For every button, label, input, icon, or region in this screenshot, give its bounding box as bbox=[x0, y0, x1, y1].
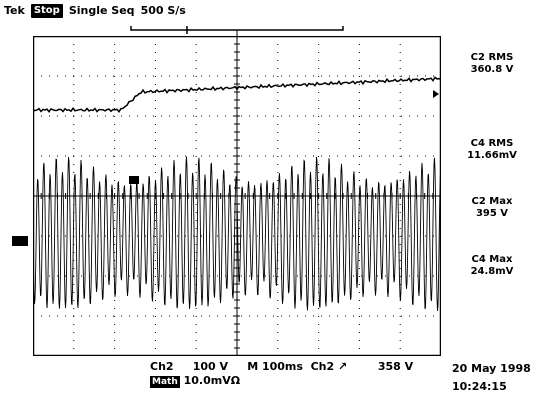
record-bracket bbox=[130, 26, 344, 36]
channel-readout: Ch2 100 V M 100ms Ch2 ↗ 358 V bbox=[150, 360, 413, 373]
ch4-trace bbox=[33, 156, 441, 312]
datetime: 20 May 1998 10:24:15 bbox=[452, 360, 531, 396]
measurement-c2-rms: C2 RMS 360.8 V bbox=[446, 52, 538, 76]
trigger-marker-icon bbox=[129, 176, 139, 184]
timebase: M 100ms bbox=[247, 360, 303, 373]
trigger-level: 358 V bbox=[377, 360, 414, 373]
measurement-c4-max: C4 Max 24.8mV bbox=[446, 254, 538, 278]
waveform-canvas bbox=[33, 36, 441, 356]
measurement-name: C2 RMS bbox=[470, 52, 514, 63]
oscilloscope-display bbox=[33, 36, 441, 356]
measurement-value: 395 V bbox=[475, 208, 509, 219]
ch2-trace bbox=[33, 76, 441, 113]
math-scale: 10.0mVΩ bbox=[183, 374, 241, 387]
brand-label: Tek bbox=[4, 4, 25, 17]
measurement-name: C4 RMS bbox=[470, 138, 514, 149]
sample-rate-label: 500 S/s bbox=[140, 4, 186, 17]
measurement-c2-max: C2 Max 395 V bbox=[446, 196, 538, 220]
measurement-value: 24.8mV bbox=[470, 266, 514, 277]
ch2-scale: 100 V bbox=[192, 360, 229, 373]
ch2-label: Ch2 bbox=[150, 360, 174, 373]
acquisition-state-badge[interactable]: Stop bbox=[30, 4, 63, 18]
date-label: 20 May 1998 bbox=[452, 362, 531, 375]
trigger-slope-icon: ↗ bbox=[338, 360, 348, 373]
measurement-value: 11.66mV bbox=[467, 150, 517, 161]
measurement-value: 360.8 V bbox=[470, 64, 514, 75]
measurement-name: C4 Max bbox=[471, 254, 513, 265]
time-label: 10:24:15 bbox=[452, 380, 507, 393]
math-readout: Math 10.0mVΩ bbox=[150, 374, 240, 388]
ground-marker[interactable] bbox=[12, 236, 28, 246]
math-badge: Math bbox=[150, 376, 180, 388]
status-bar: Tek Stop Single Seq 500 S/s bbox=[4, 0, 186, 22]
measurement-c4-rms: C4 RMS 11.66mV bbox=[446, 138, 538, 162]
trigger-source: Ch2 bbox=[310, 360, 335, 373]
acquisition-mode-label: Single Seq bbox=[68, 4, 135, 17]
ch2-level-arrow-icon bbox=[433, 90, 439, 98]
measurement-name: C2 Max bbox=[471, 196, 513, 207]
